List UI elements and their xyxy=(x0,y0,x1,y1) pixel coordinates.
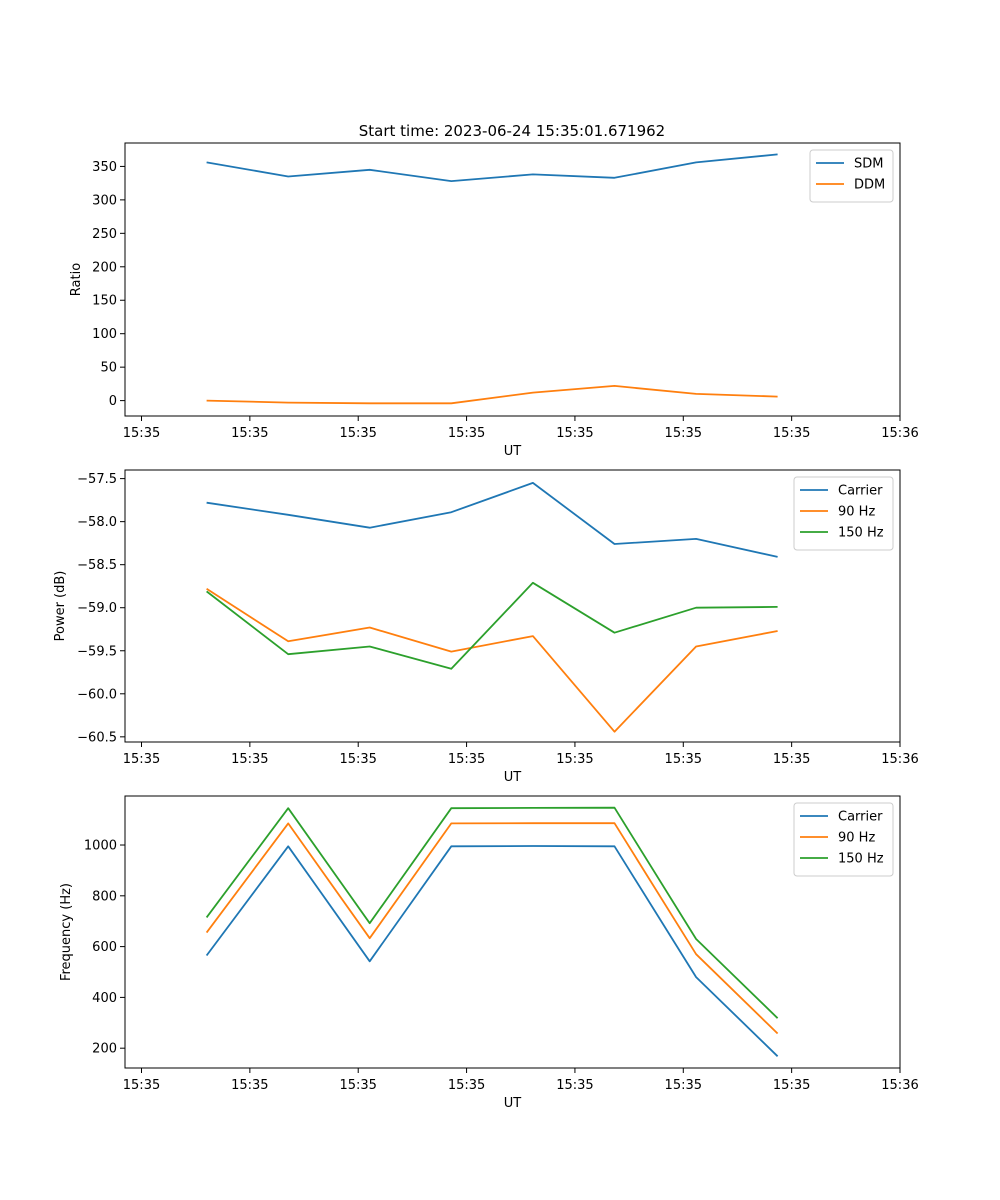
y-tick-label: −58.5 xyxy=(77,558,117,573)
y-tick-label: 0 xyxy=(109,394,117,409)
x-tick-label: 15:35 xyxy=(123,426,160,441)
y-axis-label: Frequency (Hz) xyxy=(59,883,74,981)
series-line-ddm xyxy=(206,384,778,405)
x-tick-label: 15:35 xyxy=(665,426,702,441)
legend-label: 150 Hz xyxy=(838,852,884,867)
x-tick-label: 15:35 xyxy=(665,752,702,767)
x-tick-label: 15:35 xyxy=(339,752,376,767)
x-tick-label: 15:35 xyxy=(448,1078,485,1093)
y-tick-label: 100 xyxy=(92,327,117,342)
y-tick-label: 150 xyxy=(92,294,117,309)
x-axis-label: UT xyxy=(504,444,522,459)
y-tick-label: −59.0 xyxy=(77,601,117,616)
x-axis-label: UT xyxy=(504,1096,522,1111)
y-tick-label: 600 xyxy=(92,940,117,955)
legend-label: 90 Hz xyxy=(838,831,875,846)
x-tick-label: 15:35 xyxy=(773,426,810,441)
y-tick-label: −59.5 xyxy=(77,644,117,659)
x-tick-label: 15:35 xyxy=(339,426,376,441)
x-tick-label: 15:35 xyxy=(556,426,593,441)
y-tick-label: −58.0 xyxy=(77,515,117,530)
legend-label: 150 Hz xyxy=(838,526,884,541)
x-tick-label: 15:35 xyxy=(339,1078,376,1093)
x-tick-label: 15:35 xyxy=(448,752,485,767)
legend-label: DDM xyxy=(854,178,885,193)
legend: Carrier 90 Hz 150 Hz xyxy=(793,476,894,551)
x-tick-label: 15:35 xyxy=(773,1078,810,1093)
figure-title: Start time: 2023-06-24 15:35:01.671962 xyxy=(359,122,665,140)
y-tick-label: 250 xyxy=(92,227,117,242)
y-tick-label: −60.0 xyxy=(77,687,117,702)
y-tick-label: 200 xyxy=(92,260,117,275)
x-axis-label: UT xyxy=(504,770,522,785)
x-tick-label: 15:36 xyxy=(881,752,918,767)
y-tick-label: 800 xyxy=(92,889,117,904)
legend: Carrier 90 Hz 150 Hz xyxy=(793,802,894,877)
y-tick-label: −57.5 xyxy=(77,472,117,487)
series-line-sdm xyxy=(206,153,778,183)
subplot-3: 15:35 15:35 15:35 15:35 15:35 15:35 15:35 15:36… xyxy=(59,795,919,1111)
y-axis-label: Ratio xyxy=(69,263,84,296)
y-tick-label: 350 xyxy=(92,160,117,175)
legend-label: Carrier xyxy=(838,810,883,825)
y-axis-label: Power (dB) xyxy=(53,571,68,642)
x-tick-label: 15:35 xyxy=(123,752,160,767)
x-tick-label: 15:35 xyxy=(448,426,485,441)
subplot-2: 15:35 15:35 15:35 15:35 15:35 15:35 15:35 15:36… xyxy=(53,469,919,785)
x-tick-label: 15:35 xyxy=(556,1078,593,1093)
x-tick-label: 15:35 xyxy=(231,1078,268,1093)
legend-label: Carrier xyxy=(838,484,883,499)
y-tick-label: 50 xyxy=(100,361,117,376)
x-tick-label: 15:35 xyxy=(773,752,810,767)
x-tick-label: 15:36 xyxy=(881,1078,918,1093)
legend-label: SDM xyxy=(854,157,883,172)
y-tick-label: 400 xyxy=(92,991,117,1006)
x-tick-label: 15:36 xyxy=(881,426,918,441)
series-line-150-hz xyxy=(206,581,778,670)
x-tick-label: 15:35 xyxy=(231,426,268,441)
series-line-carrier xyxy=(205,845,779,1057)
plot-frame xyxy=(124,469,901,743)
y-tick-label: 200 xyxy=(92,1042,117,1057)
legend-label: 90 Hz xyxy=(838,505,875,520)
x-tick-label: 15:35 xyxy=(231,752,268,767)
plot-frame xyxy=(124,795,901,1069)
y-tick-label: −60.5 xyxy=(77,730,117,745)
series-line-150-hz xyxy=(205,806,779,1019)
x-tick-label: 15:35 xyxy=(556,752,593,767)
x-tick-label: 15:35 xyxy=(665,1078,702,1093)
series-line-90-hz xyxy=(205,822,779,1035)
plot-frame xyxy=(124,142,901,417)
subplot-1: 15:35 15:35 15:35 15:35 15:35 15:35 15:35 15:36… xyxy=(69,142,919,459)
series-line-carrier xyxy=(206,481,778,558)
y-tick-label: 1000 xyxy=(84,839,117,854)
legend: SDM DDM xyxy=(809,149,894,203)
series-line-90-hz xyxy=(206,588,778,733)
x-tick-label: 15:35 xyxy=(123,1078,160,1093)
y-tick-label: 300 xyxy=(92,193,117,208)
